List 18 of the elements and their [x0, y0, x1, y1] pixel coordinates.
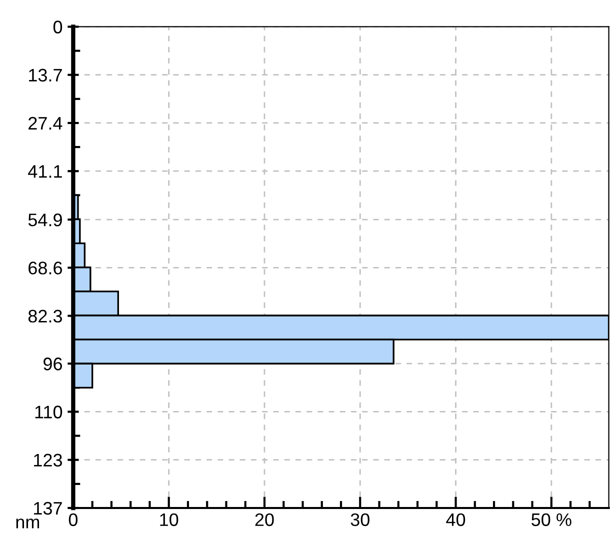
x-tick-label: 10 — [160, 513, 178, 526]
y-tick-label: 13.7 — [29, 68, 62, 82]
y-tick-label: 123 — [34, 454, 62, 467]
y-axis-title: nm — [16, 518, 40, 528]
x-tick-label: 40 — [446, 513, 466, 526]
y-tick-label: 68.6 — [28, 262, 62, 274]
x-tick-label: 50 % — [532, 513, 572, 526]
y-tick-label: 27.4 — [28, 116, 62, 130]
y-tick-label: 96 — [44, 358, 62, 370]
x-tick-label: 20 — [255, 513, 274, 526]
y-tick-label: 82.3 — [28, 310, 62, 323]
y-tick-label: 137 — [34, 502, 62, 515]
y-tick-label: 0 — [53, 20, 62, 34]
y-tick-label: 110 — [35, 406, 62, 418]
x-tick-label: 0 — [68, 513, 78, 526]
y-tick-label: 54.9 — [28, 214, 62, 226]
x-tick-label: 30 — [350, 513, 370, 526]
y-tick-label: 41.1 — [28, 165, 62, 178]
